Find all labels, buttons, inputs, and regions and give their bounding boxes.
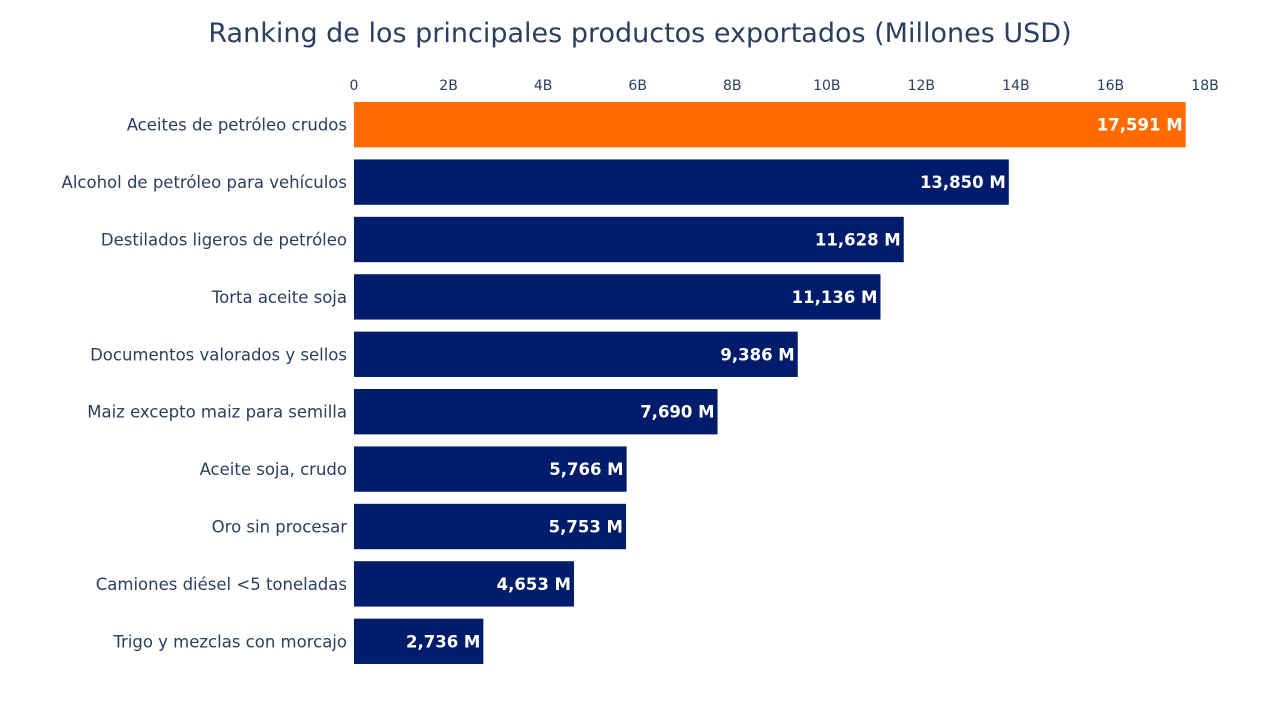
- bar: [354, 503, 626, 550]
- bar: [354, 389, 718, 435]
- bar-labels-group: 17,591 M 13,850 M 11,628 M 11,136 M 9,386 M 7…: [406, 116, 1183, 652]
- bar: [354, 102, 1186, 148]
- y-category-label: Destilados ligeros de petróleo: [101, 231, 347, 250]
- x-tick-label: 14B: [1002, 78, 1029, 94]
- bar-value-label: 5,753 M: [549, 518, 623, 537]
- bar: [354, 561, 574, 607]
- bar-value-label: 9,386 M: [720, 345, 794, 364]
- bar-value-label: 13,850 M: [920, 173, 1006, 192]
- x-tick-label: 18B: [1191, 78, 1218, 94]
- bar-value-label: 11,628 M: [815, 231, 901, 250]
- bar-value-label: 2,736 M: [406, 632, 480, 651]
- bar: [354, 446, 627, 492]
- bar-value-label: 17,591 M: [1097, 116, 1183, 135]
- y-category-label: Torta aceite soja: [211, 288, 347, 307]
- x-tick-label: 12B: [908, 78, 935, 94]
- bar-value-label: 4,653 M: [497, 575, 571, 594]
- y-axis: Aceites de petróleo crudos Alcohol de pet…: [62, 116, 348, 652]
- x-tick-label: 10B: [813, 78, 840, 94]
- bar-value-label: 7,690 M: [640, 403, 714, 422]
- y-category-label: Trigo y mezclas con morcajo: [112, 632, 347, 651]
- x-tick-label: 8B: [723, 78, 742, 94]
- x-tick-label: 16B: [1097, 78, 1124, 94]
- bar: [354, 274, 881, 320]
- y-category-label: Oro sin procesar: [212, 518, 348, 537]
- x-axis: 0 2B 4B 6B 8B 10B 12B 14B 16B 18B: [350, 78, 1219, 94]
- y-category-label: Maiz excepto maiz para semilla: [87, 403, 347, 422]
- bar-value-label: 11,136 M: [792, 288, 878, 307]
- y-category-label: Aceites de petróleo crudos: [127, 116, 347, 135]
- bar: [354, 331, 798, 377]
- x-tick-label: 6B: [628, 78, 647, 94]
- x-tick-label: 0: [350, 78, 359, 94]
- y-category-label: Aceite soja, crudo: [200, 460, 347, 479]
- bar: [354, 159, 1009, 205]
- y-category-label: Documentos valorados y sellos: [90, 345, 347, 364]
- bar: [354, 618, 484, 664]
- x-tick-label: 2B: [439, 78, 458, 94]
- chart-title: Ranking de los principales productos exp…: [208, 18, 1072, 49]
- x-tick-label: 4B: [534, 78, 553, 94]
- y-category-label: Alcohol de petróleo para vehículos: [62, 173, 347, 192]
- bar: [354, 216, 904, 263]
- bars-group: [354, 102, 1186, 664]
- bar-value-label: 5,766 M: [549, 460, 623, 479]
- y-category-label: Camiones diésel <5 toneladas: [96, 575, 347, 594]
